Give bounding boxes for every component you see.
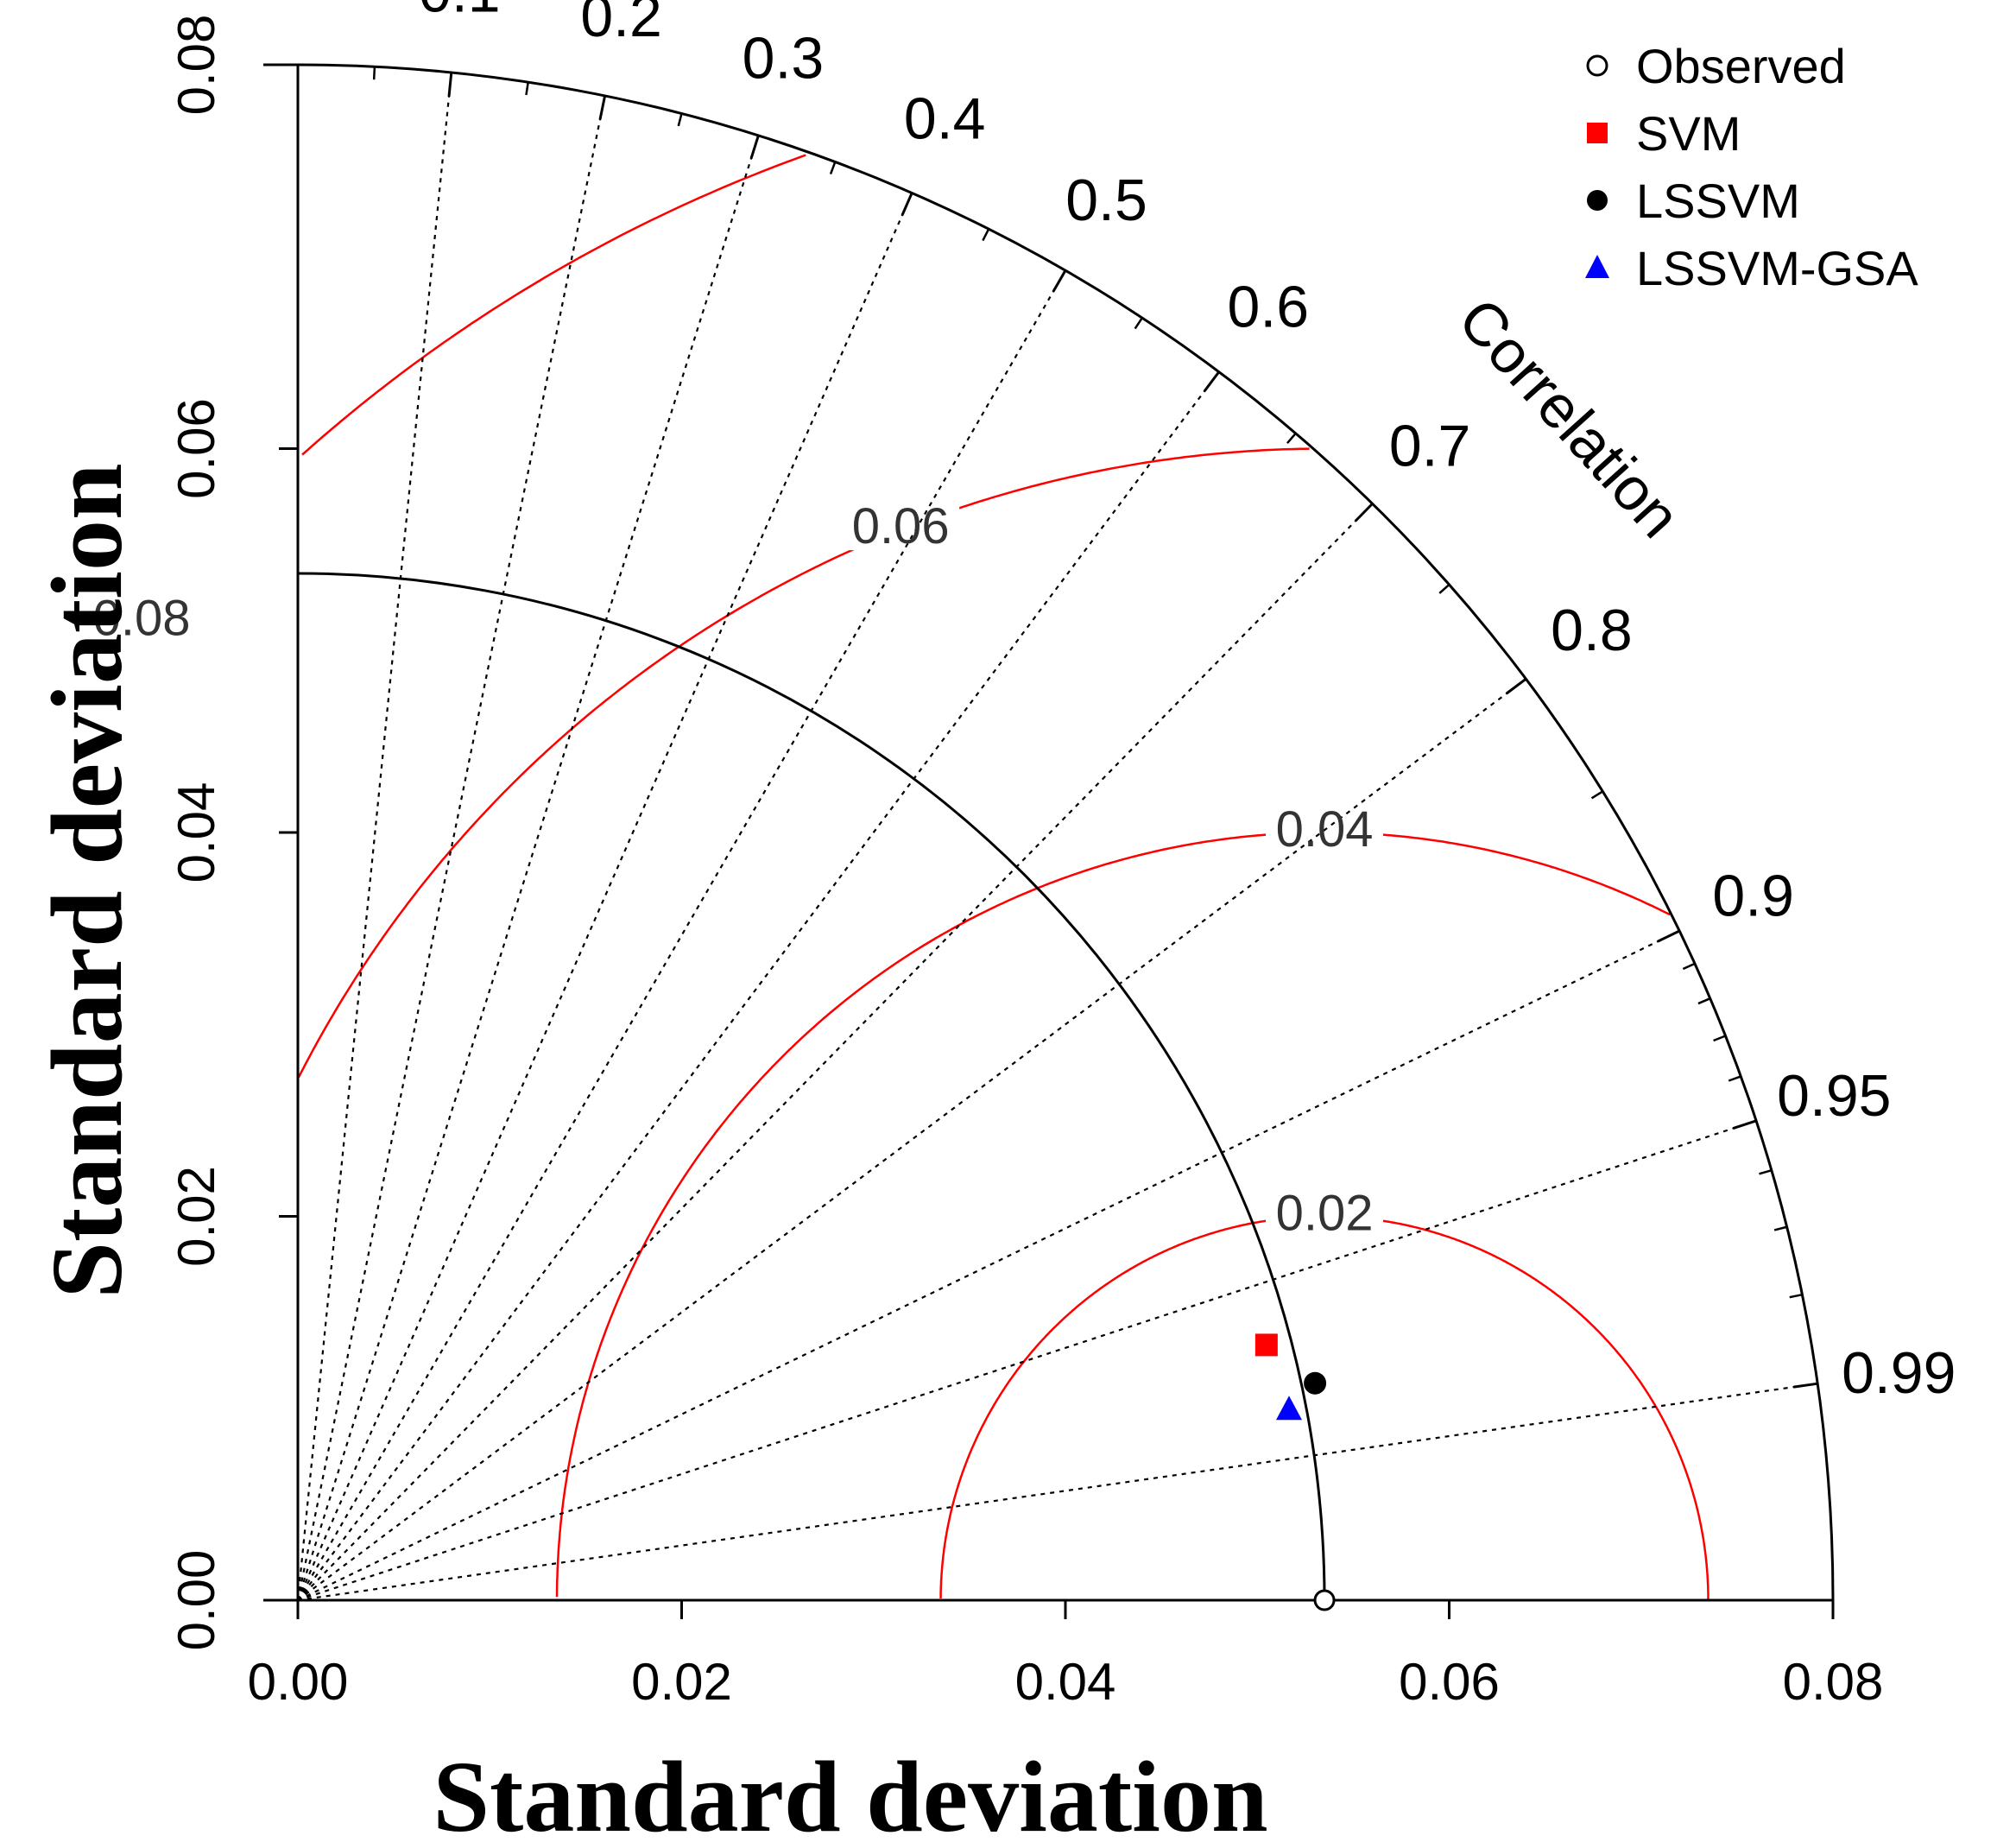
legend-marker-lssvm-gsa bbox=[1585, 255, 1609, 278]
correlation-label: 0.7 bbox=[1389, 413, 1471, 478]
rms-label-bg bbox=[1266, 1183, 1384, 1237]
x-tick-label: 0.00 bbox=[248, 1653, 349, 1711]
x-tick-label: 0.08 bbox=[1783, 1653, 1884, 1711]
y-tick-label: 0.06 bbox=[167, 398, 225, 499]
diagram-frame-group bbox=[263, 63, 1835, 1609]
point-svm bbox=[1254, 1333, 1278, 1357]
correlation-label: 0.99 bbox=[1842, 1340, 1956, 1406]
point-group bbox=[1254, 1333, 1336, 1611]
point-observed bbox=[1313, 1589, 1336, 1611]
correlation-label: 0.8 bbox=[1551, 598, 1633, 663]
correlation-major-tick bbox=[1733, 1119, 1757, 1130]
rms-contour bbox=[301, 154, 806, 456]
rms-label-bg bbox=[1266, 800, 1384, 853]
rms-label-bg bbox=[83, 588, 201, 642]
correlation-line bbox=[296, 72, 452, 1601]
legend-label: Observed bbox=[1636, 39, 1846, 93]
point-lssvm bbox=[1304, 1371, 1327, 1395]
correlation-major-tick bbox=[1506, 678, 1527, 695]
correlation-minor-tick bbox=[1438, 584, 1450, 594]
rms-contour-group bbox=[83, 154, 1709, 1600]
y-tick-label: 0.04 bbox=[167, 782, 225, 883]
correlation-major-tick bbox=[447, 72, 453, 97]
correlation-major-tick bbox=[1203, 370, 1221, 392]
correlation-major-tick bbox=[1793, 1382, 1818, 1389]
legend-label: LSSVM-GSA bbox=[1636, 241, 1918, 295]
correlation-minor-tick bbox=[1789, 1293, 1803, 1299]
correlation-minor-tick bbox=[1682, 962, 1696, 971]
x-tick-label: 0.04 bbox=[1015, 1653, 1116, 1711]
correlation-label: 0.2 bbox=[580, 0, 662, 49]
x-tick-label: 0.02 bbox=[631, 1653, 732, 1711]
correlation-title: Correlation bbox=[1445, 286, 1693, 551]
correlation-major-tick bbox=[1052, 269, 1067, 293]
correlation-major-tick bbox=[1657, 929, 1680, 943]
correlation-minor-tick bbox=[1713, 1035, 1726, 1042]
reference-std-arc bbox=[297, 572, 1326, 1601]
correlation-line bbox=[296, 135, 760, 1601]
legend-marker-svm bbox=[1587, 123, 1608, 143]
rms-contour bbox=[939, 1215, 1709, 1600]
rms-label-bg bbox=[842, 497, 960, 551]
correlation-major-tick bbox=[598, 95, 607, 120]
correlation-major-tick bbox=[901, 192, 913, 216]
correlation-major-tick bbox=[749, 135, 760, 160]
y-tick-label: 0.00 bbox=[167, 1550, 225, 1651]
y-axis-title: Standard deviation bbox=[30, 463, 143, 1298]
legend-marker-observed bbox=[1586, 54, 1608, 77]
x-tick-label: 0.06 bbox=[1399, 1653, 1500, 1711]
correlation-label: 0.4 bbox=[904, 85, 986, 151]
correlation-minor-tick bbox=[1759, 1168, 1773, 1175]
rms-contour-label: 0.08 bbox=[93, 591, 191, 647]
tick-group bbox=[279, 63, 1835, 1619]
correlation-label: 0.95 bbox=[1777, 1063, 1891, 1129]
correlation-line bbox=[296, 192, 913, 1601]
legend: Observed SVM LSSVM LSSVM-GSA bbox=[1585, 39, 1918, 295]
rms-contour-label: 0.02 bbox=[1276, 1186, 1374, 1242]
point-lssvm-gsa bbox=[1275, 1396, 1302, 1421]
rms-contour-label: 0.06 bbox=[852, 498, 950, 554]
legend-label: SVM bbox=[1636, 106, 1741, 161]
legend-marker-lssvm bbox=[1587, 190, 1608, 211]
correlation-minor-tick bbox=[677, 113, 683, 127]
correlation-label: 0.3 bbox=[743, 25, 825, 91]
outer-arc bbox=[297, 63, 1835, 1601]
y-tick-label: 0.08 bbox=[167, 15, 225, 116]
correlation-minor-tick bbox=[982, 228, 990, 242]
label-group: 0.00 0.00 0.02 0.02 0.04 0.04 0.06 0.06 0.08 0.08… bbox=[93, 0, 1956, 1711]
rms-contour-label: 0.04 bbox=[1276, 801, 1374, 858]
rms-contour bbox=[297, 447, 1310, 1079]
correlation-line bbox=[297, 1383, 1818, 1602]
correlation-minor-tick bbox=[1697, 997, 1711, 1005]
correlation-minor-tick bbox=[1728, 1075, 1741, 1082]
correlation-line bbox=[297, 370, 1220, 1601]
correlation-minor-tick bbox=[1590, 790, 1603, 800]
correlation-label: 0.9 bbox=[1712, 864, 1794, 929]
correlation-minor-tick bbox=[1134, 317, 1143, 330]
correlation-label: 0.6 bbox=[1228, 275, 1310, 340]
correlation-minor-tick bbox=[1773, 1225, 1787, 1231]
correlation-major-tick bbox=[1354, 503, 1374, 522]
x-axis-title: Standard deviation bbox=[433, 1740, 1267, 1842]
correlation-minor-tick bbox=[372, 66, 376, 80]
rms-contour bbox=[555, 831, 1671, 1598]
correlation-minor-tick bbox=[829, 161, 837, 174]
correlation-line bbox=[297, 1119, 1757, 1602]
legend-label: LSSVM bbox=[1636, 174, 1800, 228]
correlation-line-group bbox=[296, 72, 1818, 1602]
y-tick-label: 0.02 bbox=[167, 1166, 225, 1267]
correlation-label: 0.5 bbox=[1065, 168, 1147, 233]
correlation-line bbox=[297, 929, 1680, 1601]
correlation-minor-tick bbox=[1286, 433, 1297, 445]
correlation-label: 0.1 bbox=[419, 0, 501, 24]
correlation-minor-tick bbox=[525, 81, 529, 96]
